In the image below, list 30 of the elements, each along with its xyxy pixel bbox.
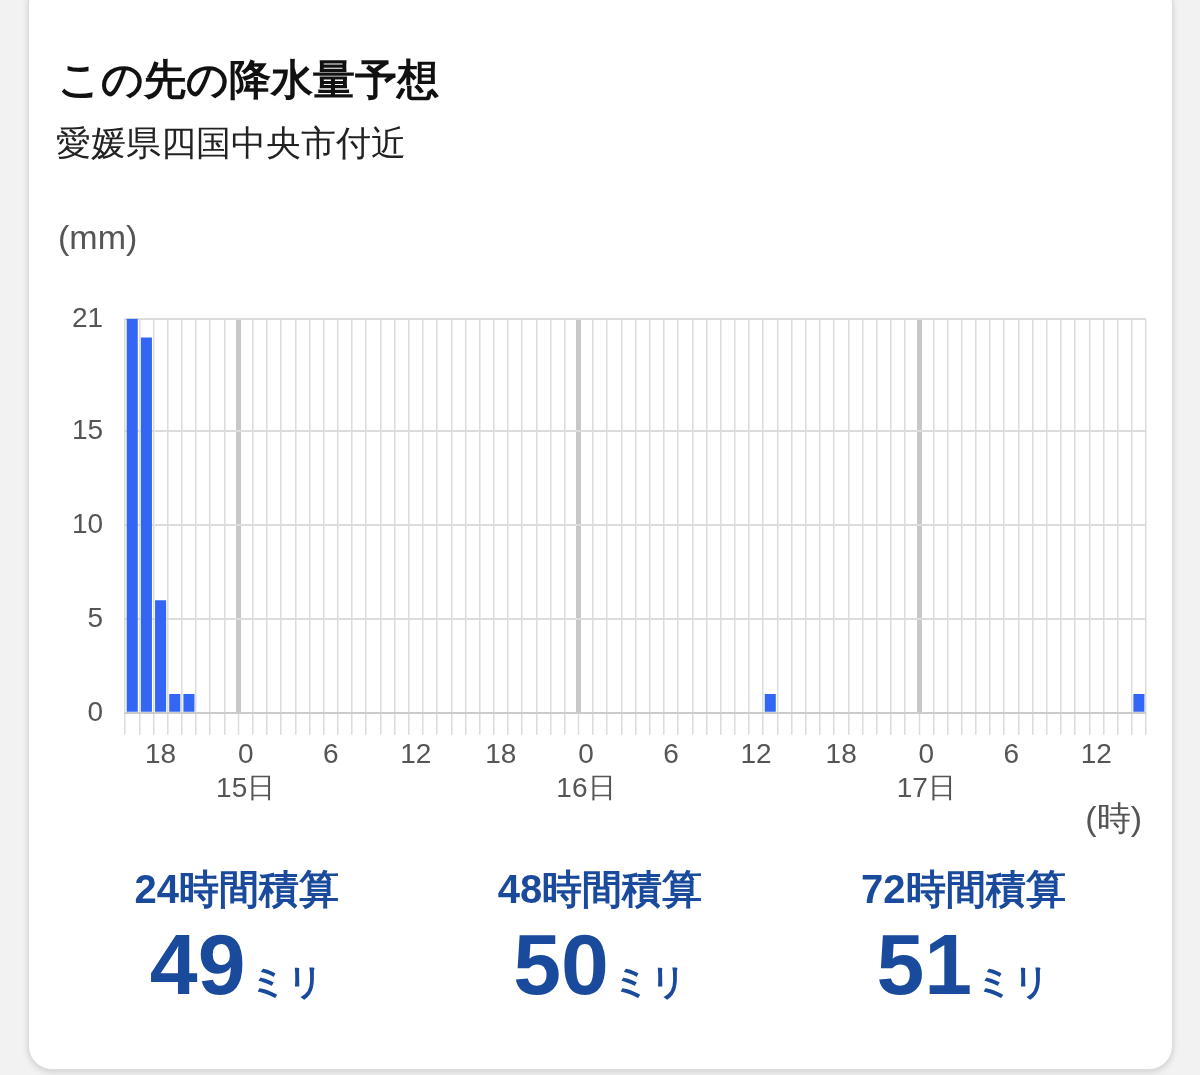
chart-title: この先の降水量予想 <box>58 55 439 105</box>
x-tick-label: 12 <box>400 738 432 770</box>
x-tick-label: 12 <box>740 738 772 770</box>
x-tick-label: 6 <box>322 738 339 770</box>
bar <box>169 694 181 712</box>
x-tick-label: 0 15日 <box>216 738 276 803</box>
bar <box>764 694 776 712</box>
category-label: 72時間積算 <box>860 866 1067 913</box>
x-axis-title: (時) <box>1085 798 1142 839</box>
y-tick-label: 15 <box>71 414 104 446</box>
x-tick-label: 12 <box>1080 738 1112 770</box>
bar <box>155 600 167 712</box>
x-tick-label: 6 <box>663 738 679 770</box>
x-tick-label: 18 <box>825 738 857 770</box>
y-tick-label: 5 <box>87 601 104 633</box>
y-tick-label: 0 <box>87 695 104 727</box>
y-tick-label: 10 <box>71 507 104 539</box>
x-tick-label: 6 <box>1003 738 1020 770</box>
chart-subtitle: 愛媛県四国中央市付近 <box>56 122 406 164</box>
bar <box>1133 694 1145 712</box>
x-tick-label: 18 <box>145 738 177 770</box>
y-axis-title: (mm) <box>58 218 138 257</box>
category-label: 24時間積算 <box>133 866 340 913</box>
x-tick-label: 0 17日 <box>896 738 956 803</box>
category-label: 48時間積算 <box>496 866 704 913</box>
bar <box>183 694 195 712</box>
x-tick-label: 0 16日 <box>556 738 616 803</box>
bar <box>140 337 152 712</box>
y-tick-label: 21 <box>71 301 104 333</box>
x-tick-label: 18 <box>485 738 517 770</box>
